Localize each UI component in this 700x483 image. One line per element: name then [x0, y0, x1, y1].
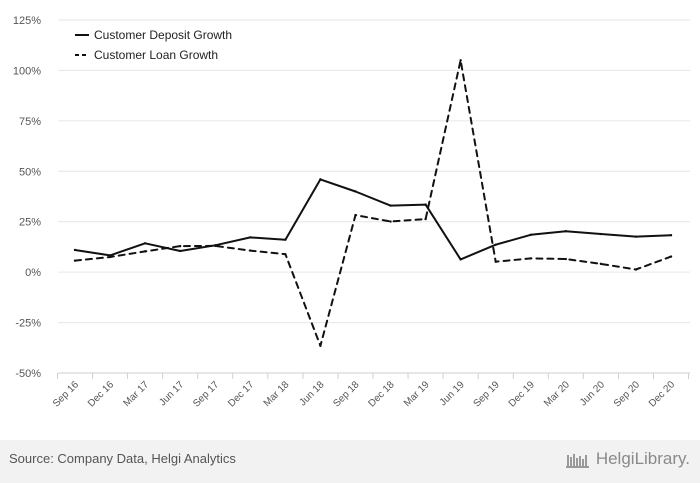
legend-label: Customer Loan Growth	[94, 48, 218, 62]
customer-deposit-growth-point	[564, 229, 568, 233]
customer-deposit-growth-point	[424, 203, 427, 206]
grid-lines	[58, 19, 690, 374]
customer-deposit-growth-point	[669, 234, 673, 237]
x-tick-label: Dec 19	[507, 379, 537, 409]
customer-loan-growth-point	[599, 262, 603, 266]
customer-deposit-growth-point	[634, 235, 638, 238]
customer-loan-growth-point	[564, 257, 568, 261]
y-tick-label: 100%	[13, 65, 41, 77]
x-tick-label: Mar 17	[121, 379, 151, 409]
customer-loan-growth-point	[494, 260, 497, 263]
customer-loan-growth-point	[143, 250, 147, 253]
customer-loan-growth-point	[108, 255, 112, 259]
x-tick-label: Dec 17	[226, 379, 256, 409]
source-note: Source: Company Data, Helgi Analytics	[9, 451, 236, 466]
customer-deposit-growth-point	[178, 249, 182, 253]
customer-loan-growth-line	[74, 59, 672, 347]
brand-name: HelgiLibrary.	[595, 449, 690, 468]
customer-loan-growth-point	[459, 59, 462, 62]
customer-loan-growth-point	[529, 257, 532, 260]
x-axis: Sep 16 Dec 16 Mar 17 Jun 17 Sep 17 Dec 17 Mar …	[51, 372, 690, 410]
line-chart: 125% 100% 75% 50% 25% 0% -25% -50% Sep 16 Dec 16…	[13, 15, 690, 410]
y-tick-label: 125%	[13, 15, 41, 27]
customer-loan-growth-point	[214, 244, 217, 248]
x-tick-label: Jun 20	[578, 379, 607, 408]
x-tick-label: Dec 16	[86, 379, 116, 409]
x-tick-label: Sep 16	[51, 379, 81, 409]
customer-loan-growth-point	[249, 249, 252, 252]
y-tick-label: 75%	[19, 116, 41, 128]
y-axis-ticks: 125% 100% 75% 50% 25% 0% -25% -50%	[13, 15, 41, 380]
customer-loan-growth-point	[178, 244, 182, 248]
x-tick-label: Dec 20	[647, 379, 677, 409]
y-tick-label: 50%	[19, 166, 41, 178]
legend: Customer Deposit Growth Customer Loan Gro…	[75, 28, 232, 62]
customer-deposit-growth-point	[529, 233, 532, 237]
y-tick-label: -25%	[15, 318, 41, 330]
x-tick-label: Sep 17	[191, 379, 221, 409]
x-tick-label: Mar 18	[262, 379, 292, 409]
x-tick-label: Jun 17	[157, 379, 186, 408]
customer-deposit-growth-point	[459, 258, 462, 261]
customer-loan-growth-point	[73, 259, 77, 262]
customer-deposit-growth-point	[354, 190, 357, 193]
customer-deposit-growth-point	[249, 236, 252, 239]
x-tick-label: Jun 18	[298, 379, 327, 408]
customer-loan-growth-point	[389, 220, 392, 223]
customer-loan-growth-point	[284, 252, 287, 256]
customer-deposit-growth-point	[389, 204, 392, 207]
customer-deposit-growth-point	[494, 243, 497, 246]
customer-loan-growth-point	[354, 213, 357, 217]
brand: HelgiLibrary.	[565, 449, 690, 469]
customer-deposit-growth-point	[143, 242, 147, 245]
customer-deposit-growth-point	[73, 248, 77, 252]
customer-deposit-growth-point	[319, 178, 322, 181]
series-lines	[73, 59, 673, 347]
x-tick-label: Jun 19	[438, 379, 467, 408]
customer-deposit-growth-point	[284, 238, 287, 241]
customer-deposit-growth-point	[599, 232, 603, 236]
x-tick-label: Dec 18	[366, 379, 396, 409]
x-tick-label: Sep 20	[612, 379, 642, 409]
customer-loan-growth-point	[669, 255, 673, 258]
footer: Source: Company Data, Helgi Analytics He…	[0, 440, 700, 483]
customer-loan-growth-point	[424, 217, 427, 221]
library-logo-icon	[565, 454, 589, 468]
y-tick-label: 0%	[25, 267, 41, 279]
y-tick-label: -50%	[15, 368, 41, 380]
x-tick-label: Sep 19	[472, 379, 502, 409]
x-tick-label: Mar 20	[542, 379, 572, 409]
legend-label: Customer Deposit Growth	[94, 28, 232, 42]
x-tick-label: Mar 19	[402, 379, 432, 409]
x-tick-label: Sep 18	[331, 379, 361, 409]
customer-loan-growth-point	[319, 344, 322, 347]
y-tick-label: 25%	[19, 217, 41, 229]
customer-loan-growth-point	[634, 268, 638, 271]
customer-deposit-growth-line	[74, 178, 672, 261]
